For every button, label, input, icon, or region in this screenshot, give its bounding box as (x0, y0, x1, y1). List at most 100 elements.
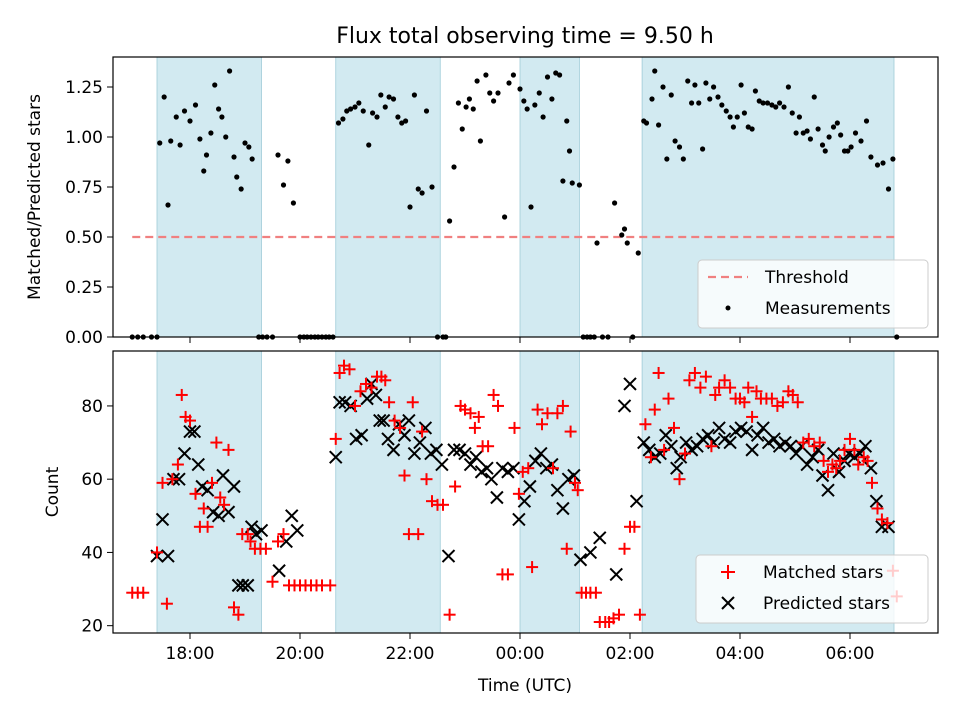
measurement-point (781, 104, 787, 110)
legend-matched-swatch (721, 565, 735, 579)
predicted-point (484, 472, 499, 486)
matched-point (244, 535, 257, 548)
predicted-point (517, 494, 532, 508)
measurement-point (219, 114, 225, 120)
measurement-point (187, 118, 193, 124)
matched-point (383, 396, 396, 409)
measurement-point (466, 96, 472, 102)
predicted-point (523, 479, 537, 494)
bottom-legend: Matched stars Predicted stars (695, 554, 929, 624)
top-axes-frame (112, 56, 939, 338)
measurement-point (564, 118, 570, 124)
predicted-point (191, 457, 205, 472)
measurement-point (569, 180, 575, 186)
measurement-point (756, 98, 762, 104)
bottom-x-axis: 18:00 20:00 22:00 00:00 02:00 04:00 06:00 (166, 633, 875, 664)
measurement-point (502, 214, 508, 220)
measurement-point (390, 96, 397, 102)
y-tick-label: 1.25 (65, 78, 103, 98)
predicted-point (435, 457, 449, 472)
shaded-interval (335, 350, 441, 634)
measurement-point (566, 148, 573, 154)
predicted-point (739, 424, 754, 439)
matched-point (871, 502, 884, 515)
measurement-point (459, 126, 465, 132)
top-y-axis: 0.00 0.25 0.50 0.75 1.00 1.25 (65, 78, 113, 348)
predicted-point (376, 413, 391, 428)
measurement-point (238, 186, 244, 192)
measurement-point (285, 158, 291, 164)
predicted-point (441, 549, 456, 563)
measurement-point (703, 80, 709, 86)
measurement-point (544, 74, 551, 80)
matched-point (365, 381, 378, 394)
predicted-point (177, 446, 192, 461)
predicted-point (821, 483, 835, 497)
predicted-point (285, 509, 299, 523)
matched-point (571, 484, 584, 497)
top-y-label: Matched/Predicted stars (25, 94, 45, 300)
measurement-point (738, 82, 744, 88)
predicted-point (332, 395, 347, 409)
measurement-point (275, 152, 281, 158)
measurement-point (848, 144, 854, 150)
matched-point (658, 443, 671, 456)
predicted-point (556, 501, 570, 516)
matched-point (688, 366, 701, 379)
measurement-point (880, 160, 886, 166)
measurement-point (715, 94, 721, 100)
top-shaded-intervals (156, 56, 895, 338)
matched-point (551, 407, 564, 420)
measurement-point (356, 100, 362, 106)
matched-point (329, 432, 342, 445)
measurement-point (852, 130, 859, 136)
measurement-point (157, 140, 163, 146)
predicted-point (745, 443, 759, 457)
predicted-point (609, 567, 623, 582)
matched-point (472, 410, 485, 423)
matched-point (218, 498, 231, 511)
matched-point (354, 385, 367, 398)
matched-point (137, 586, 150, 599)
measurement-point (451, 164, 457, 170)
measurement-point (815, 126, 821, 132)
predicted-point (567, 468, 581, 483)
measurement-point (785, 84, 792, 90)
measurement-point (874, 162, 881, 168)
matched-point (324, 579, 337, 592)
matched-point (639, 418, 652, 431)
matched-point (531, 403, 544, 416)
measurement-point (161, 94, 167, 100)
x-tick-label: 02:00 (606, 644, 655, 664)
measurement-point (168, 138, 174, 144)
matched-point (416, 425, 429, 438)
predicted-point (756, 421, 770, 435)
figure-title: Flux total observing time = 9.50 h (336, 24, 714, 49)
measurement-point (719, 102, 725, 108)
measurement-point (800, 130, 806, 136)
matched-point (449, 480, 462, 493)
measurement-point (477, 138, 483, 144)
matched-point (492, 399, 504, 412)
matched-point (522, 462, 535, 475)
measurement-point (830, 124, 837, 130)
y-tick-label: 80 (81, 397, 103, 417)
measurement-point (447, 218, 453, 224)
measurement-point (216, 106, 222, 112)
predicted-point (187, 424, 202, 439)
measurement-point (621, 226, 628, 232)
bottom-y-label: Count (43, 466, 63, 517)
matched-point (694, 381, 707, 394)
measurement-point (517, 86, 523, 92)
predicted-point (869, 494, 884, 508)
predicted-point (183, 424, 197, 439)
measurement-point (811, 94, 817, 100)
matched-point (618, 542, 631, 555)
measurement-point (619, 232, 625, 238)
predicted-point (617, 399, 632, 413)
measurement-point (344, 108, 350, 114)
matched-point (210, 436, 223, 449)
measurement-point (777, 100, 783, 106)
measurement-point (532, 102, 538, 108)
measurement-point (528, 204, 534, 210)
